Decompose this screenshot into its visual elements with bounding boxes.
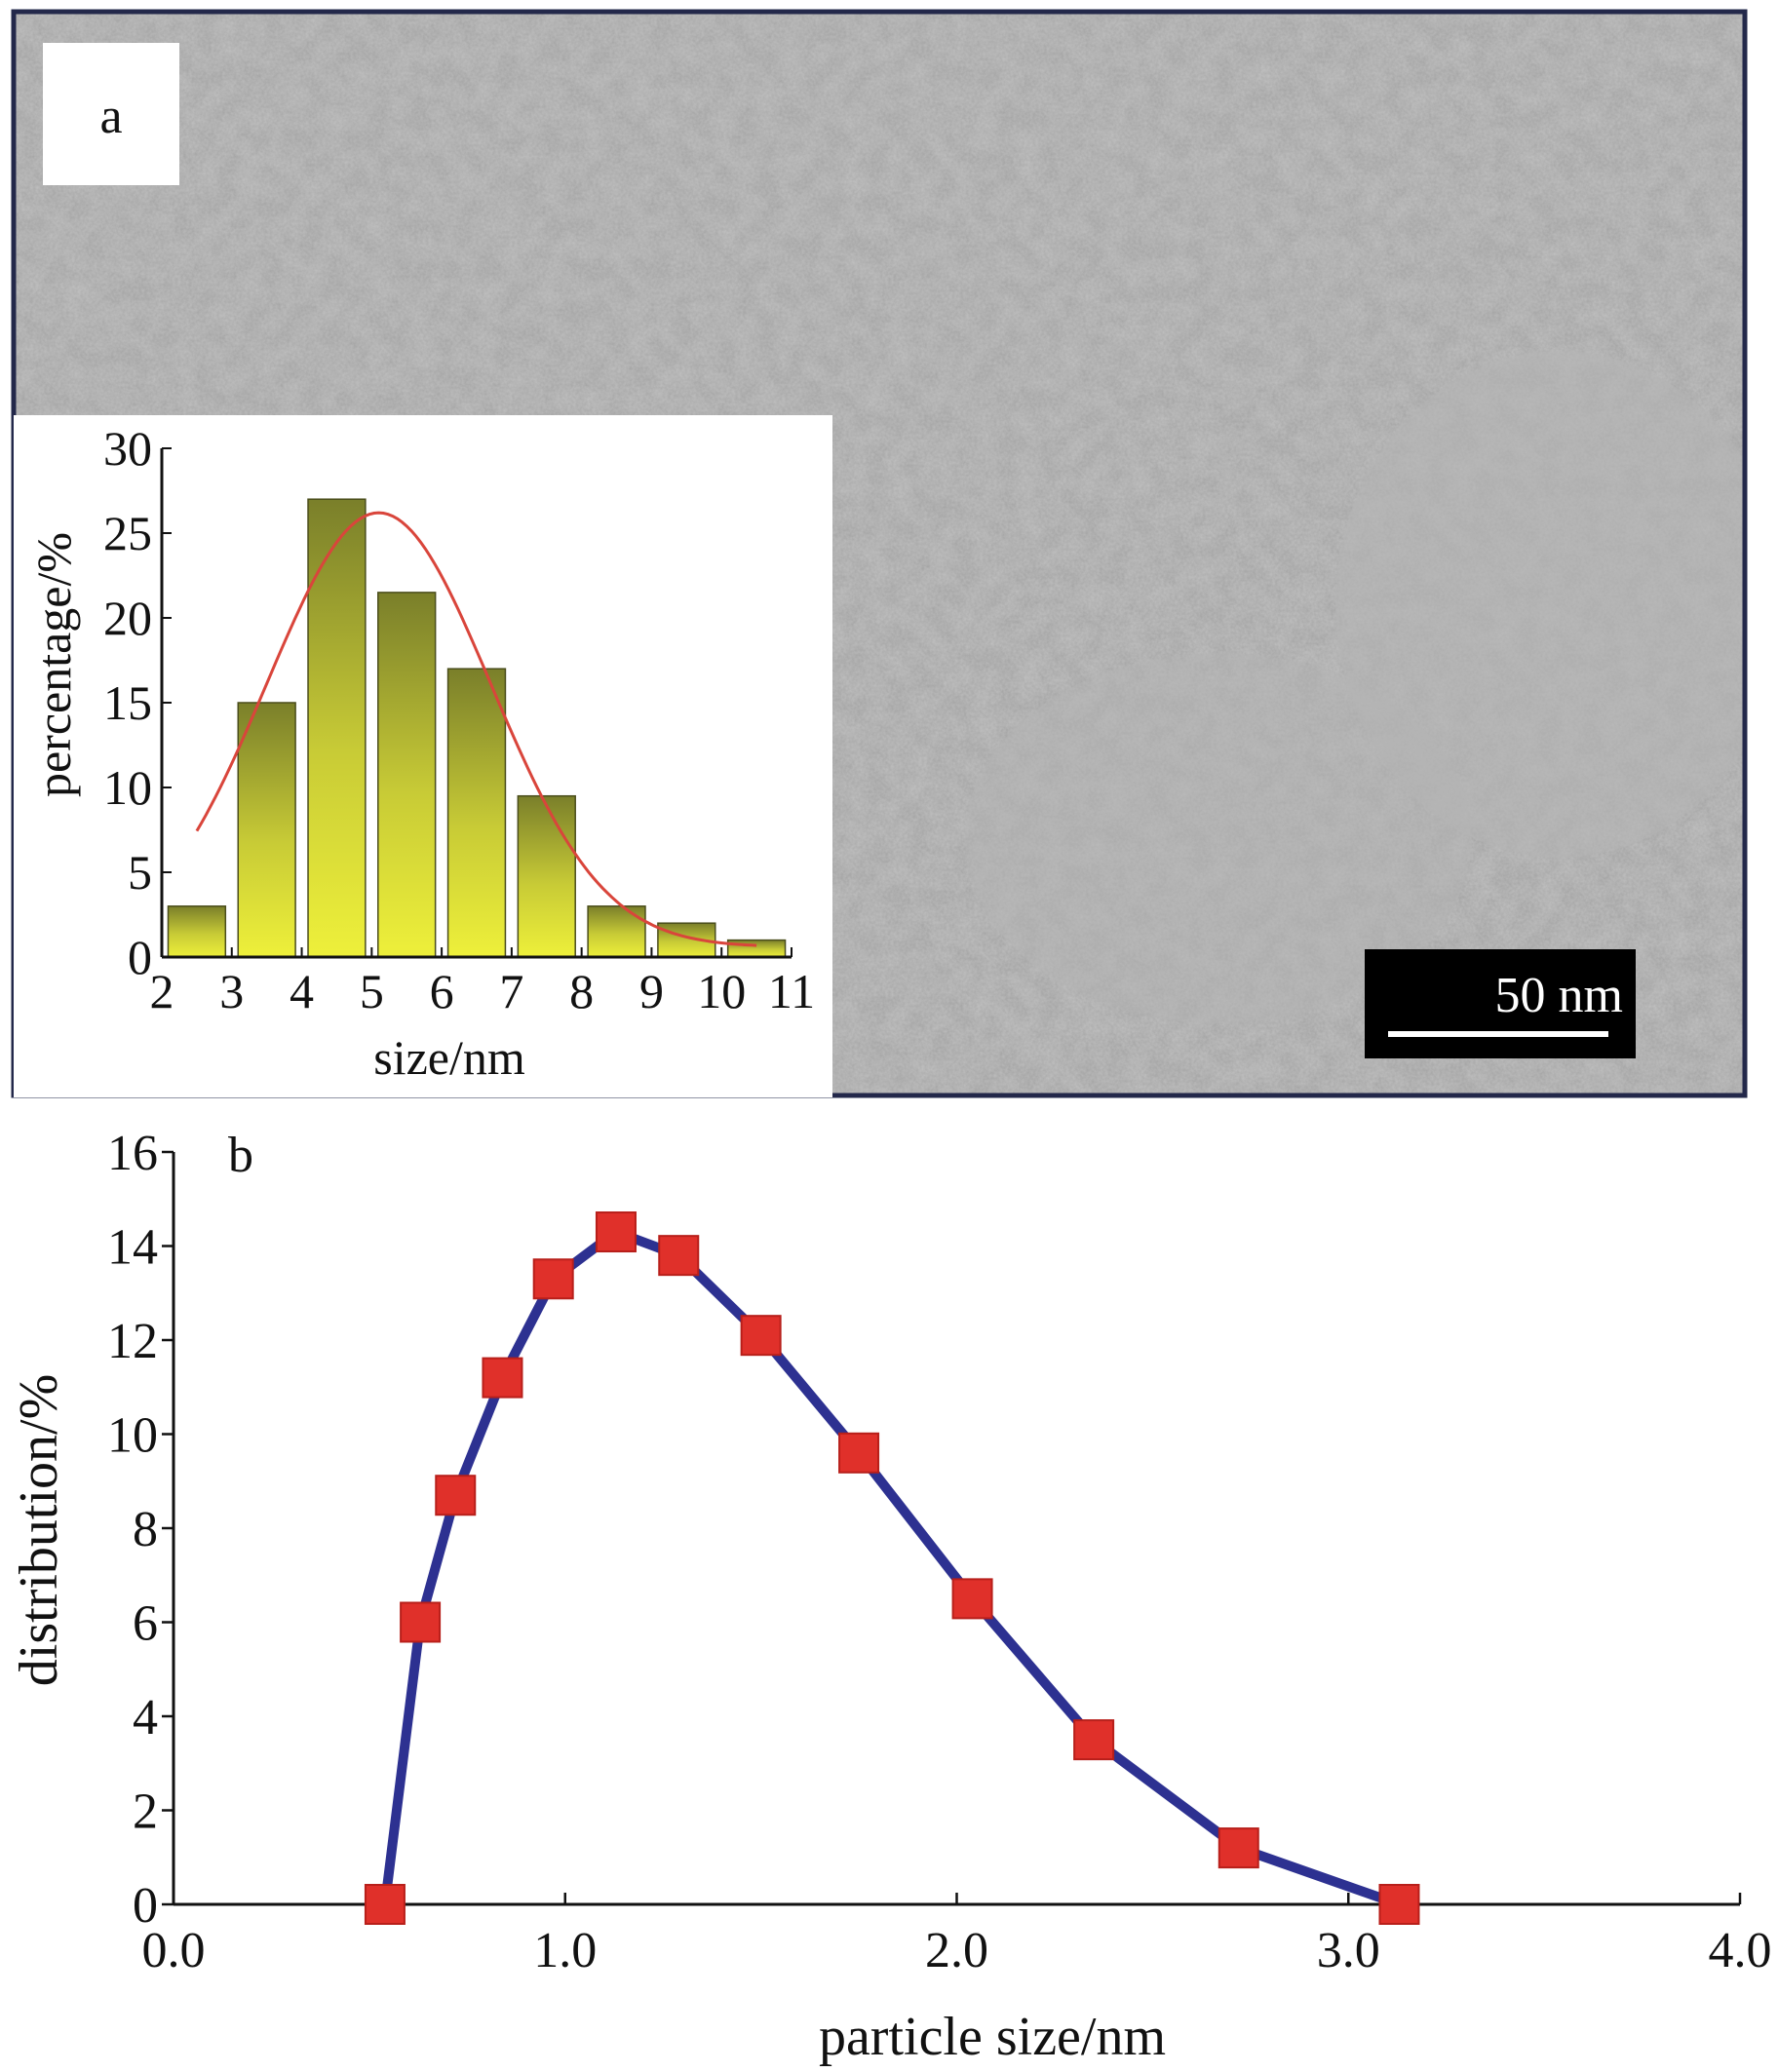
distribution-x-label: particle size/nm: [819, 2007, 1166, 2067]
x-tick-label: 2.0: [925, 1923, 988, 1978]
distribution-y-label: distribution/%: [9, 1374, 69, 1686]
panel-label-a-box: [43, 43, 179, 185]
scale-bar: 50 nm: [1365, 949, 1636, 1058]
histogram-x-ticks: 2 3 4 5 6 7 8 9 10 11: [150, 947, 815, 1018]
data-point-marker: [1378, 1884, 1420, 1925]
distribution-x-ticks: 0.0 1.0 2.0 3.0 4.0: [142, 1893, 1772, 1978]
y-tick-label: 20: [103, 591, 152, 645]
data-point-marker: [400, 1601, 442, 1643]
data-point-marker: [1218, 1827, 1259, 1869]
distribution-y-ticks: 0 2 4 6 8 10 12 14 16: [107, 1126, 174, 1934]
data-point-marker: [951, 1578, 993, 1620]
x-tick-label: 5: [360, 964, 384, 1018]
x-tick-label: 3: [219, 964, 244, 1018]
y-tick-label: 12: [107, 1314, 158, 1369]
distribution-markers: [364, 1211, 1420, 1925]
y-tick-label: 0: [128, 930, 152, 984]
y-tick-label: 8: [133, 1502, 158, 1557]
x-tick-label: 7: [499, 964, 523, 1018]
data-point-marker: [1073, 1719, 1115, 1761]
y-tick-label: 4: [133, 1690, 158, 1746]
histogram-bars: [167, 498, 787, 958]
x-tick-label: 10: [697, 964, 746, 1018]
histogram-bar: [587, 905, 646, 958]
y-tick-label: 10: [103, 760, 152, 815]
data-point-marker: [595, 1211, 637, 1253]
x-tick-label: 9: [639, 964, 664, 1018]
scale-bar-label: 50 nm: [1495, 968, 1623, 1023]
panel-label-a: a: [99, 89, 122, 144]
x-tick-label: 1.0: [533, 1923, 597, 1978]
y-tick-label: 15: [103, 675, 152, 730]
y-tick-label: 5: [128, 845, 152, 900]
data-point-marker: [482, 1357, 523, 1399]
histogram-x-label: size/nm: [373, 1030, 525, 1085]
histogram-bar: [517, 794, 576, 958]
x-tick-label: 3.0: [1317, 1923, 1380, 1978]
y-tick-label: 10: [107, 1408, 158, 1464]
data-point-marker: [838, 1432, 880, 1474]
data-point-marker: [740, 1315, 782, 1357]
y-tick-label: 0: [133, 1878, 158, 1934]
data-point-marker: [532, 1258, 574, 1300]
data-point-marker: [658, 1235, 700, 1277]
y-tick-label: 14: [107, 1220, 158, 1276]
histogram-bar: [167, 905, 227, 958]
histogram-bar: [237, 702, 296, 958]
histogram-bar: [726, 939, 787, 958]
data-point-marker: [364, 1884, 406, 1925]
x-tick-label: 0.0: [142, 1923, 206, 1978]
x-tick-label: 4: [290, 964, 314, 1018]
distribution-line: [379, 1227, 1405, 1909]
x-tick-label: 6: [430, 964, 454, 1018]
histogram-y-label: percentage/%: [26, 532, 81, 797]
histogram-y-ticks: 0 5 10 15 20 25 30: [103, 421, 172, 984]
x-tick-label: 11: [768, 964, 815, 1018]
y-tick-label: 30: [103, 421, 152, 476]
histogram-bar: [307, 498, 367, 958]
data-point-marker: [435, 1475, 477, 1516]
x-tick-label: 2: [150, 964, 174, 1018]
x-tick-label: 8: [569, 964, 594, 1018]
y-tick-label: 2: [133, 1784, 158, 1840]
histogram-bar: [377, 592, 437, 958]
panel-label-b: b: [228, 1128, 253, 1183]
y-tick-label: 6: [133, 1596, 158, 1652]
panel-b: 0 2 4 6 8 10 12 14 16 0.0 1.0 2.0 3.0 4.0 b particle…: [9, 1126, 1772, 2067]
histogram-bar: [446, 668, 507, 958]
y-tick-label: 16: [107, 1126, 158, 1181]
gaussian-fit-curve: [195, 511, 757, 947]
y-tick-label: 25: [103, 506, 152, 560]
x-tick-label: 4.0: [1709, 1923, 1772, 1978]
